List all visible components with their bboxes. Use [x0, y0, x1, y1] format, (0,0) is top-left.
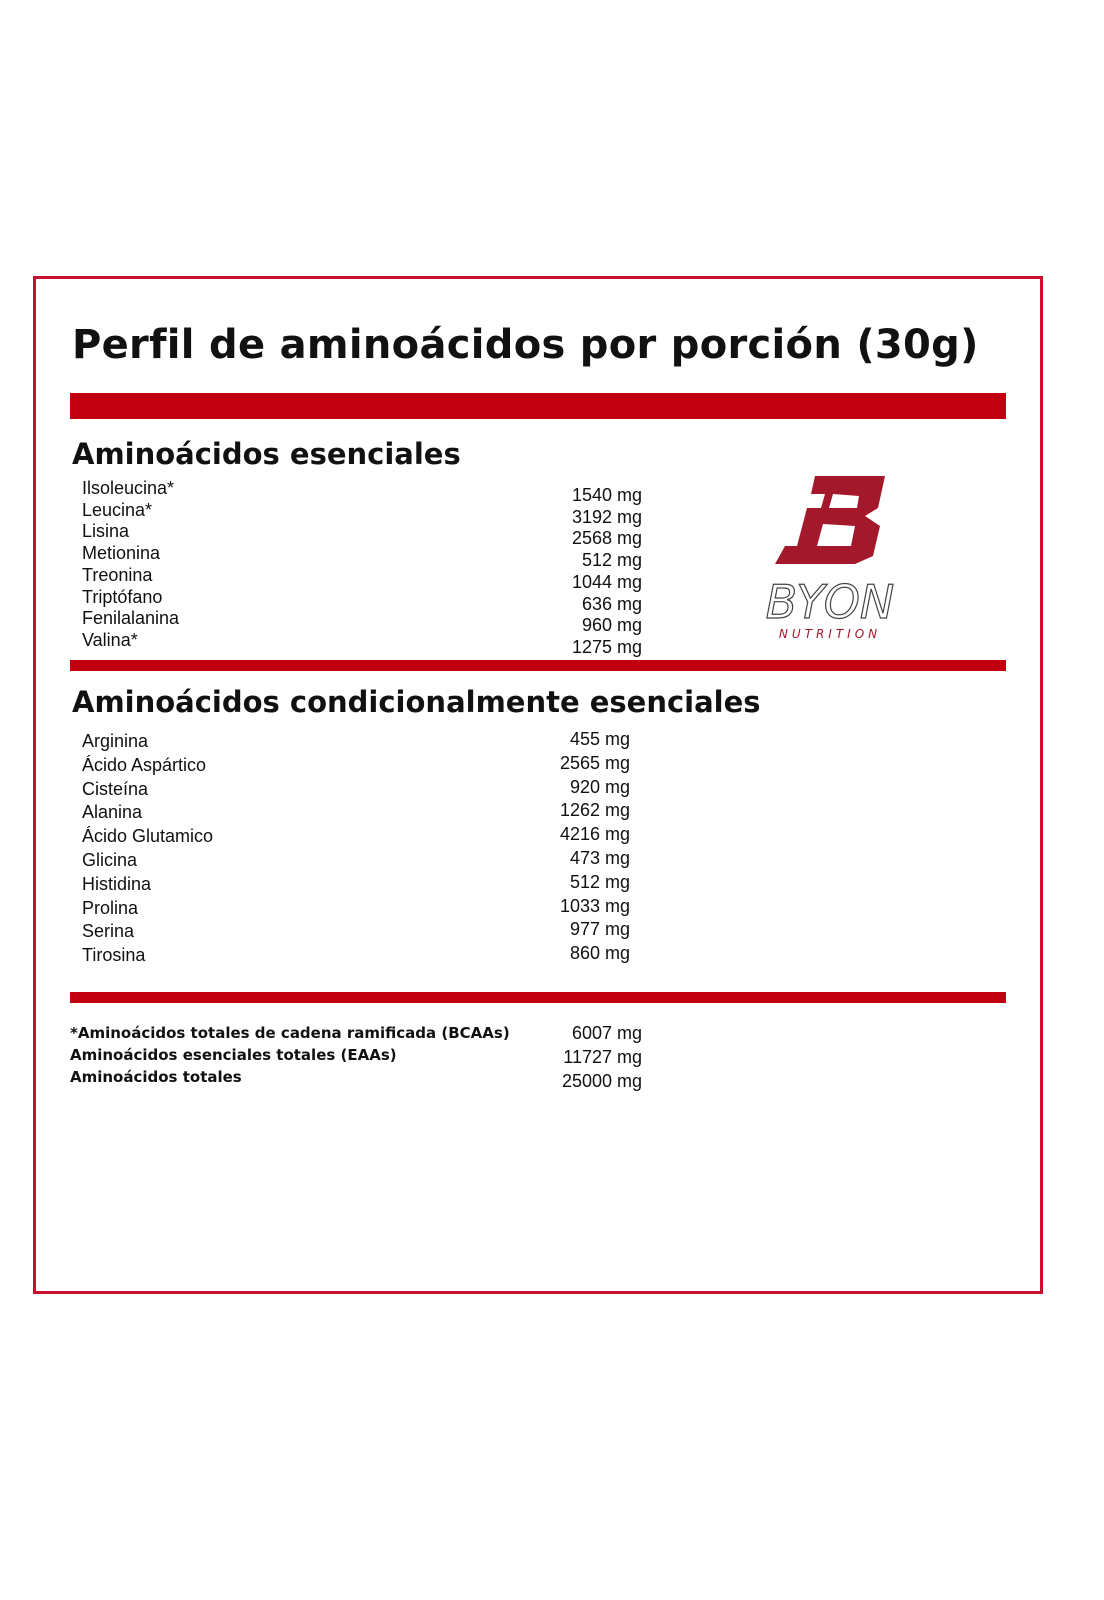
divider-bar: [70, 660, 1006, 671]
amino-name: Prolina: [82, 897, 139, 918]
amino-name: Serina: [82, 921, 135, 942]
amino-name: Treonina: [82, 564, 153, 585]
amino-name: Lisina: [82, 521, 130, 542]
total-value: 25000 mg: [561, 1071, 642, 1091]
total-name: Aminoácidos esenciales totales (EAAs): [70, 1046, 397, 1064]
amino-name: Alanina: [82, 802, 143, 823]
amino-value: 636 mg: [581, 593, 642, 614]
logo-b-mark: [775, 476, 885, 564]
amino-name: Triptófano: [82, 586, 163, 607]
amino-name: Histidina: [82, 873, 152, 894]
amino-value: 1033 mg: [559, 895, 630, 916]
amino-value: 1275 mg: [571, 636, 642, 657]
amino-name: Arginina: [82, 731, 149, 751]
amino-value: 512 mg: [581, 550, 642, 571]
label-frame: [33, 276, 1043, 1294]
amino-value: 2568 mg: [571, 528, 642, 549]
amino-value: 1540 mg: [571, 485, 642, 505]
total-value: 6007 mg: [571, 1023, 642, 1043]
divider-bar: [70, 992, 1006, 1003]
amino-name: Glicina: [82, 850, 138, 870]
amino-name: Leucina*: [82, 499, 153, 520]
amino-name: Metionina: [82, 543, 161, 564]
amino-name: Ácido Aspártico: [82, 754, 207, 775]
amino-name: Ácido Glutamico: [82, 826, 214, 847]
divider-bar: [70, 393, 1006, 419]
amino-value: 512 mg: [569, 871, 630, 892]
essential-heading: Aminoácidos esenciales: [72, 437, 461, 471]
amino-value: 3192 mg: [571, 506, 642, 527]
amino-name: Valina*: [82, 629, 138, 650]
conditional-heading: Aminoácidos condicionalmente esenciales: [72, 685, 761, 719]
amino-name: Cisteína: [82, 778, 149, 799]
amino-value: 455 mg: [569, 729, 630, 749]
amino-name: Tirosina: [82, 945, 146, 966]
total-name: *Aminoácidos totales de cadena ramificad…: [70, 1024, 510, 1042]
byon-logo: BYON NUTRITION: [735, 468, 925, 648]
amino-value: 960 mg: [581, 615, 642, 636]
amino-value: 860 mg: [569, 943, 630, 964]
amino-name: Fenilalanina: [82, 608, 180, 629]
page-title: Perfil de aminoácidos por porción (30g): [72, 322, 979, 368]
logo-tagline: NUTRITION: [779, 627, 881, 641]
total-name: Aminoácidos totales: [70, 1068, 242, 1086]
amino-value: 920 mg: [569, 776, 630, 797]
total-value: 11727 mg: [563, 1047, 642, 1067]
amino-value: 977 mg: [569, 919, 630, 940]
amino-value: 1262 mg: [559, 800, 630, 821]
amino-value: 4216 mg: [559, 824, 630, 845]
logo-wordmark: BYON: [766, 575, 895, 629]
amino-name: Ilsoleucina*: [82, 478, 175, 498]
amino-value: 473 mg: [569, 848, 630, 868]
amino-value: 2565 mg: [559, 752, 630, 773]
amino-value: 1044 mg: [571, 571, 642, 592]
